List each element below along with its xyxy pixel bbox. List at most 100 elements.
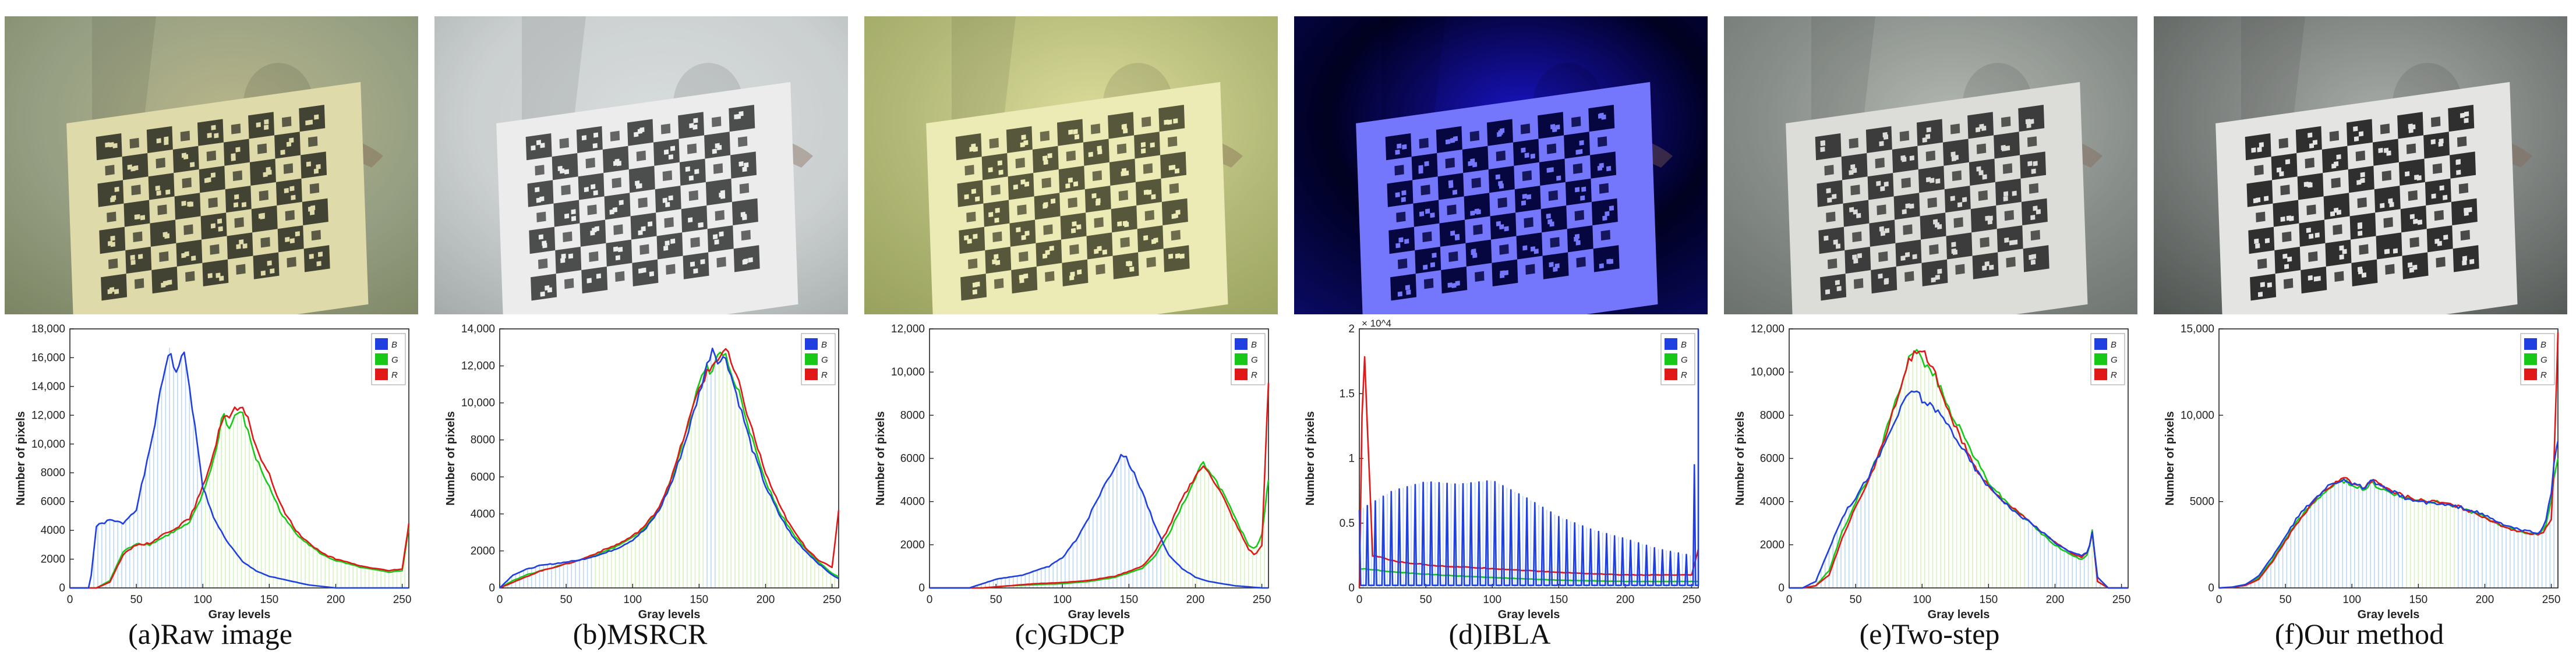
marker-square [1853,278,1864,289]
y-tick-label: 0 [59,582,65,594]
marker-dot [114,289,119,295]
caption-ibla: (d)IBLA [1448,618,1551,650]
marker-square [991,185,1001,196]
marker-dot [2361,272,2367,278]
marker-dot [289,186,295,192]
board-cell [630,212,657,240]
marker-dot [1825,289,1831,295]
marker-dot [2339,245,2344,251]
board-cell [525,133,552,161]
marker-dot [2001,146,2007,152]
marker-square [688,190,699,201]
marker-dot [289,238,295,244]
legend-swatch-b [1665,338,1677,350]
marker-dot [743,258,748,264]
marker-square [1497,197,1507,208]
marker-dot [1556,175,1561,181]
board-cell [125,246,152,274]
board-cell [552,153,578,180]
photo-svg [864,16,1278,314]
caption-gdcp: (c)GDCP [1015,618,1125,650]
marker-dot [1880,231,1885,236]
marker-dot [2388,198,2393,204]
marker-square [287,257,296,268]
marker-dot [1068,177,1073,183]
marker-dot [1418,168,1423,174]
marker-square [1043,224,1053,235]
marker-dot [1547,219,1553,225]
marker-dot [2438,141,2443,147]
marker-dot [1950,151,1956,157]
marker-dot [1151,194,1156,200]
marker-dot [2408,123,2413,129]
marker-square [1422,231,1432,242]
marker-dot [994,217,999,223]
board-cell [1867,173,1894,200]
marker-square [210,244,220,255]
marker-dot [647,221,653,227]
x-tick-label: 50 [2280,594,2292,606]
marker-dot [2417,219,2423,225]
marker-square [1576,257,1586,268]
marker-dot [2456,169,2461,175]
panel-two-step: 0 50 100 150 200 250 0 2000 4000 6000 8000 10,000 12… [1719,0,2140,670]
marker-dot [1880,186,1885,192]
marker-square [283,163,294,174]
marker-dot [1579,140,1584,146]
marker-square [564,278,574,289]
series-line-b [499,348,839,589]
marker-dot [242,243,248,249]
marker-square [2334,271,2344,282]
marker-dot [1522,245,1528,251]
marker-dot [135,214,140,220]
marker-square [1573,163,1583,174]
marker-dot [2012,190,2017,196]
board-cell [1411,153,1438,180]
x-tick-label: 250 [393,594,412,606]
marker-dot [1013,184,1018,190]
marker-dot [2287,256,2292,262]
marker-square [610,130,620,141]
y-tick-label: 14,000 [31,381,65,393]
legend-label-g: G [2540,355,2547,365]
marker-dot [973,233,978,239]
board-cell [199,165,225,193]
marker-square [183,224,193,235]
board-cell [1137,225,1164,253]
marker-dot [1549,261,1554,268]
marker-square [1094,217,1104,228]
x-tick-label: 0 [497,594,503,606]
marker-dot [2354,136,2359,142]
marker-square [585,157,595,169]
marker-square [737,136,748,147]
marker-dot [2464,111,2469,117]
marker-square [1397,258,1408,270]
marker-dot [2384,147,2389,153]
y-tick-label: 4000 [471,508,495,520]
marker-square [1496,150,1506,161]
marker-dot [1398,237,1404,243]
marker-dot [2026,123,2031,129]
board-cell [302,198,328,226]
board-cell [1465,239,1492,267]
marker-dot [637,128,643,134]
marker-square [1419,137,1429,149]
marker-dot [1935,274,1940,281]
marker-dot [1043,155,1048,161]
marker-square [1394,165,1404,176]
marker-dot [1455,235,1460,241]
marker-square [1469,130,1480,141]
marker-dot [233,202,239,208]
marker-square [1574,210,1584,221]
marker-dot [592,227,597,233]
marker-square [311,229,321,241]
board-cell [2426,225,2453,253]
marker-square [1524,217,1533,228]
marker-dot [2031,254,2037,260]
marker-dot [638,230,643,236]
marker-dot [2409,267,2414,273]
marker-dot [2357,266,2363,272]
board-cell [655,185,681,213]
marker-square [1447,204,1457,215]
marker-dot [2254,238,2259,244]
